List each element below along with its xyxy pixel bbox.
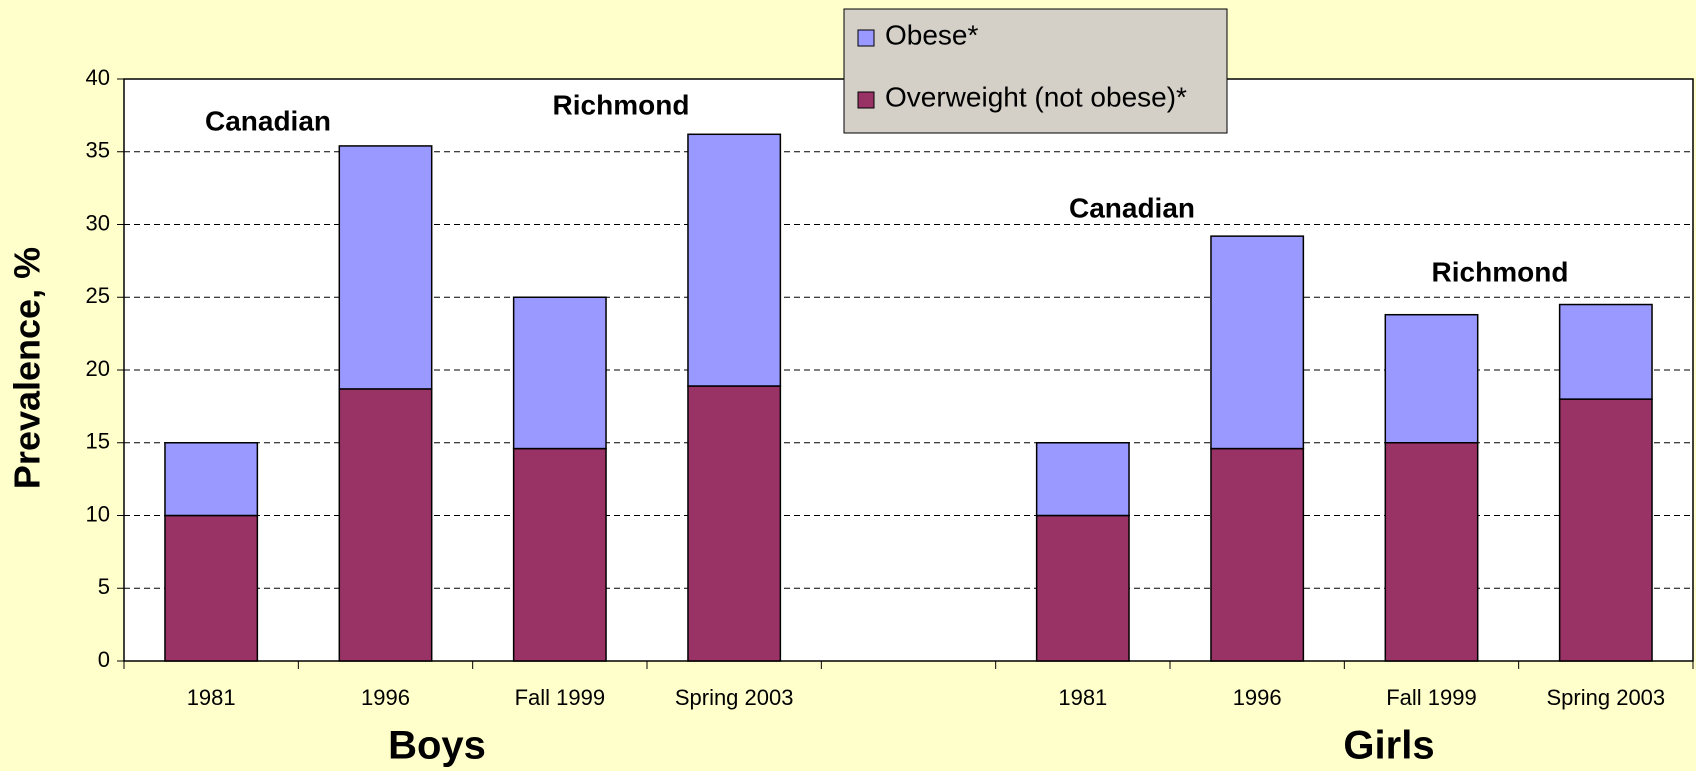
bar-segment (1210, 447, 1305, 662)
annotation: Canadian (1069, 192, 1195, 223)
legend-box (843, 8, 1228, 134)
annotation: Richmond (1432, 256, 1569, 287)
y-tick-label: 40 (86, 65, 110, 90)
x-tick-label: Fall 1999 (1386, 685, 1477, 710)
x-tick-label: 1981 (1058, 685, 1107, 710)
y-tick-label: 5 (98, 574, 110, 599)
y-tick-label: 30 (86, 210, 110, 235)
bar-segment (338, 388, 433, 662)
y-axis-label: Prevalence, % (7, 247, 48, 489)
bar-segment (338, 145, 433, 390)
bar-segment (164, 442, 259, 517)
bar-segment (1035, 514, 1130, 662)
bar-segment (687, 133, 782, 387)
x-tick-label: Spring 2003 (675, 685, 794, 710)
legend-swatch (857, 91, 875, 109)
group-label: Boys (388, 724, 486, 768)
legend: Obese* Overweight (not obese)* (843, 8, 1228, 134)
annotation: Richmond (553, 89, 690, 120)
x-tick-label: Fall 1999 (515, 685, 606, 710)
bar-segment (1035, 442, 1130, 517)
legend-label: Overweight (not obese)* (885, 81, 1187, 112)
group-label: Girls (1343, 724, 1434, 768)
legend-swatch (857, 29, 875, 47)
bar-segment (1558, 303, 1653, 400)
bar-segment (512, 447, 607, 662)
y-tick-label: 15 (86, 429, 110, 454)
marks: 0 5 10 15 20 25 30 35 40 1981 1996 Fall 1999 Spring … (86, 65, 1694, 710)
bar-segment (1210, 235, 1305, 450)
annotation: Canadian (205, 105, 331, 136)
y-tick-label: 35 (86, 138, 110, 163)
bar-segment (164, 514, 259, 662)
bar-segment (1384, 442, 1479, 662)
x-tick-label: 1996 (361, 685, 410, 710)
y-tick-label: 0 (98, 647, 110, 672)
x-tick-label: Spring 2003 (1547, 685, 1666, 710)
y-tick-label: 20 (86, 356, 110, 381)
y-tick-label: 25 (86, 283, 110, 308)
y-tick-label: 10 (86, 501, 110, 526)
x-tick-label: 1981 (187, 685, 236, 710)
bar-segment (1558, 398, 1653, 662)
bar-segment (512, 296, 607, 450)
legend-label: Obese* (885, 19, 978, 50)
x-tick-label: 1996 (1233, 685, 1282, 710)
bar-segment (1384, 313, 1479, 444)
bar-segment (687, 385, 782, 662)
